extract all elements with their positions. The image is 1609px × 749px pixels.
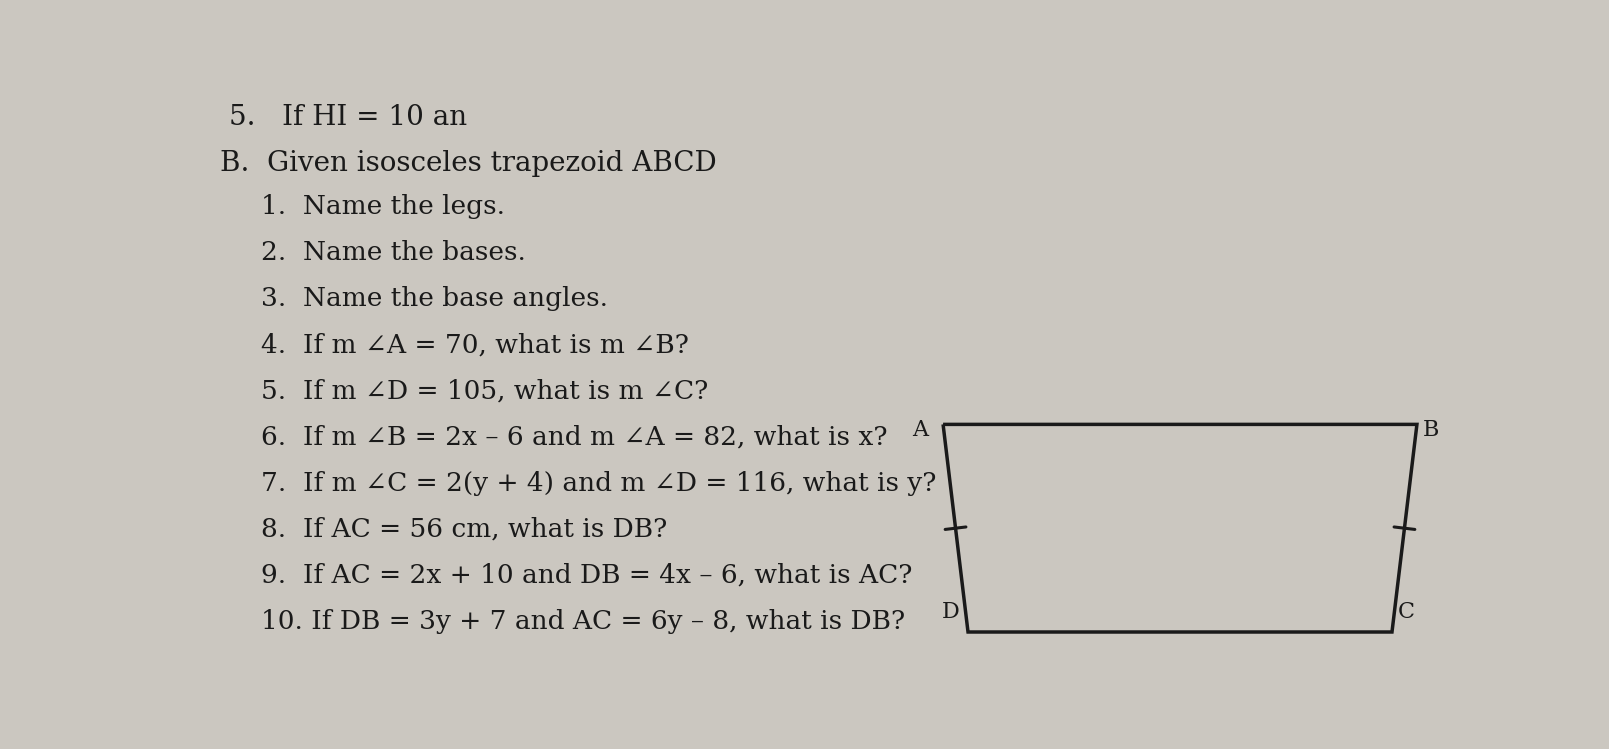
Text: 10. If DB = 3y + 7 and AC = 6y – 8, what is DB?: 10. If DB = 3y + 7 and AC = 6y – 8, what… xyxy=(261,609,906,634)
Text: 4.  If m ∠A = 70, what is m ∠B?: 4. If m ∠A = 70, what is m ∠B? xyxy=(261,332,689,357)
Text: 2.  Name the bases.: 2. Name the bases. xyxy=(261,240,526,265)
Text: 5.   If HI = 10 an: 5. If HI = 10 an xyxy=(228,104,467,131)
Text: 9.  If AC = 2x + 10 and DB = 4x – 6, what is AC?: 9. If AC = 2x + 10 and DB = 4x – 6, what… xyxy=(261,562,912,588)
Text: A: A xyxy=(912,419,928,441)
Text: 5.  If m ∠D = 105, what is m ∠C?: 5. If m ∠D = 105, what is m ∠C? xyxy=(261,378,708,403)
Text: 6.  If m ∠B = 2x – 6 and m ∠A = 82, what is x?: 6. If m ∠B = 2x – 6 and m ∠A = 82, what … xyxy=(261,425,888,449)
Text: B: B xyxy=(1424,419,1440,441)
Text: C: C xyxy=(1398,601,1416,623)
Text: D: D xyxy=(941,601,959,623)
Text: 8.  If AC = 56 cm, what is DB?: 8. If AC = 56 cm, what is DB? xyxy=(261,517,668,542)
Text: 3.  Name the base angles.: 3. Name the base angles. xyxy=(261,286,608,311)
Text: 1.  Name the legs.: 1. Name the legs. xyxy=(261,194,505,219)
Text: 7.  If m ∠C = 2(y + 4) and m ∠D = 116, what is y?: 7. If m ∠C = 2(y + 4) and m ∠D = 116, wh… xyxy=(261,470,936,496)
Text: B.  Given isosceles trapezoid ABCD: B. Given isosceles trapezoid ABCD xyxy=(220,151,716,178)
